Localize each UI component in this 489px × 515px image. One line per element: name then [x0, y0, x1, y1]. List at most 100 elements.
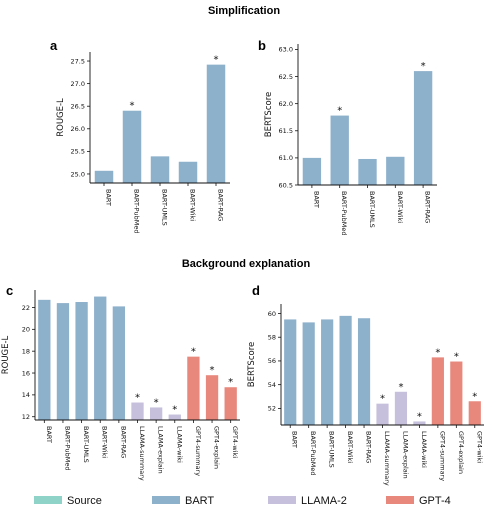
x-tick-label: BART-PubMed [340, 191, 348, 235]
y-axis-label: ROUGE-L [56, 98, 66, 137]
significance-marker: * [210, 365, 215, 376]
y-tick-label: 60.5 [279, 181, 293, 189]
bar-c-bart-wiki [94, 296, 107, 420]
bar-c-bart-umls [75, 302, 88, 420]
y-axis-label: BERTScore [264, 92, 274, 138]
bar-a-bart-wiki [178, 161, 198, 183]
panel-letter-a: a [50, 38, 58, 53]
x-tick-label: BART-UMLS [82, 426, 90, 463]
y-tick-label: 54 [268, 381, 276, 389]
x-tick-label: BART [291, 431, 299, 448]
significance-marker: * [135, 393, 140, 404]
significance-marker: * [380, 394, 385, 405]
y-tick-label: 16 [22, 369, 30, 377]
y-tick-label: 20 [22, 326, 30, 334]
panel-a: a BART * BART-PubMed BART-UMLS BART-Wiki * BART… [50, 38, 230, 233]
panel-letter-b: b [258, 38, 266, 53]
bar-d-llama-wiki [413, 421, 426, 425]
x-tick-label: BART-Wiki [346, 431, 354, 463]
x-tick-label: BART-Wiki [101, 426, 109, 458]
bar-a-bart-umls [150, 156, 170, 183]
legend-swatch-source [34, 496, 62, 504]
bar-b-bart-pubmed [330, 115, 349, 185]
y-tick-label: 25.0 [71, 170, 85, 178]
significance-marker: * [454, 352, 459, 363]
significance-marker: * [214, 55, 219, 66]
x-tick-label: BART-RAG [217, 189, 225, 221]
bar-d-bart-pubmed [302, 322, 315, 425]
legend: Source BART LLAMA-2 GPT-4 [34, 495, 451, 507]
bar-a-bart [94, 170, 114, 183]
x-tick-label: BART-Wiki [396, 191, 404, 223]
panel-b: b BART * BART-PubMed BART-UMLS BART-Wiki * BART… [258, 38, 437, 235]
bar-d-bart-umls [321, 319, 334, 425]
x-tick-label: BART-Wiki [189, 189, 197, 221]
x-tick-label: BART-PubMed [133, 189, 141, 233]
x-tick-label: LLAMA-wiki [175, 426, 183, 463]
significance-marker: * [191, 347, 196, 358]
bar-a-bart-rag [206, 64, 226, 183]
y-tick-label: 26.0 [71, 125, 85, 133]
significance-marker: * [154, 397, 159, 408]
significance-marker: * [398, 382, 403, 393]
x-tick-label: LLAMA-explain [401, 431, 409, 479]
x-tick-label: LLAMA-explain [157, 426, 165, 474]
significance-marker: * [228, 377, 233, 388]
x-tick-label: BART-RAG [424, 191, 432, 223]
bar-d-gpt4-summary [431, 357, 444, 425]
x-tick-label: GPT4-explain [213, 426, 221, 469]
legend-label-source: Source [67, 495, 102, 507]
bar-c-gpt4-wiki [224, 387, 237, 420]
y-axis-label: BERTScore [247, 342, 257, 388]
bar-c-llama-explain [149, 407, 163, 420]
bar-d-llama-summary [376, 403, 389, 425]
x-tick-label: BART-RAG [365, 431, 373, 463]
x-tick-label: BART-PubMed [63, 426, 71, 470]
x-tick-label: BART-UMLS [161, 189, 169, 226]
bar-c-gpt4-explain [205, 375, 219, 420]
panel-letter-d: d [252, 283, 260, 298]
y-tick-label: 62.5 [279, 73, 293, 81]
bar-d-bart-rag [357, 318, 371, 425]
panel-c: c BART BART-PubMed BART-UMLS BART-Wiki BART-R… [1, 283, 240, 481]
x-tick-label: GPT4-summary [194, 426, 202, 476]
x-tick-label: GPT4-wiki [231, 426, 239, 458]
bar-c-bart [38, 299, 51, 420]
bar-b-bart-wiki [386, 156, 405, 185]
significance-marker: * [435, 347, 440, 358]
y-tick-label: 27.0 [71, 80, 85, 88]
legend-swatch-gpt-4 [386, 496, 414, 504]
title-background-explanation: Background explanation [182, 258, 311, 270]
x-tick-label: BART [105, 189, 113, 206]
significance-marker: * [417, 411, 422, 422]
y-tick-label: 61.0 [279, 154, 293, 162]
x-tick-label: GPT4-summary [438, 431, 446, 481]
y-tick-label: 60 [268, 310, 276, 318]
y-tick-label: 14 [22, 391, 30, 399]
significance-marker: * [472, 391, 477, 402]
panel-letter-c: c [6, 283, 13, 298]
bar-c-bart-rag [112, 306, 126, 420]
x-tick-label: BART [312, 191, 320, 208]
bar-c-llama-wiki [168, 414, 181, 420]
bar-d-gpt4-explain [450, 361, 463, 425]
x-tick-label: BART-UMLS [368, 191, 376, 228]
y-tick-label: 18 [22, 347, 30, 355]
bar-d-gpt4-wiki [468, 401, 481, 425]
bar-c-bart-pubmed [56, 303, 70, 420]
y-tick-label: 25.5 [71, 148, 85, 156]
legend-swatch-llama-2 [268, 496, 296, 504]
y-axis-label: ROUGE-L [1, 335, 11, 374]
legend-label-llama-2: LLAMA-2 [301, 495, 347, 507]
panel-d: d BART BART-PubMed BART-UMLS BART-Wiki BART-R… [247, 283, 484, 486]
y-tick-label: 52 [268, 405, 276, 413]
bar-c-gpt4-summary [187, 356, 200, 420]
bar-d-llama-explain [394, 391, 408, 425]
bar-b-bart-rag [413, 71, 433, 185]
significance-marker: * [337, 106, 342, 117]
bar-d-bart [284, 319, 297, 425]
y-tick-label: 27.5 [71, 57, 85, 65]
bar-c-llama-summary [131, 402, 144, 420]
significance-marker: * [130, 101, 135, 112]
